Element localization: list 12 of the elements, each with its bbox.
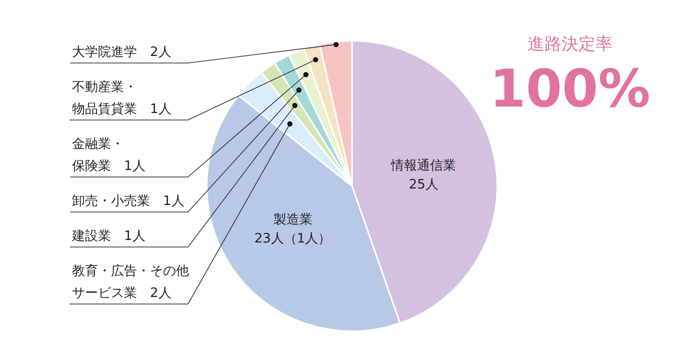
- text: 100%: [490, 60, 650, 120]
- slice-label: 情報通信業: [390, 158, 456, 174]
- slice-label: 卸売・小売業 1人: [72, 194, 184, 209]
- data-label: 23人（1人）: [254, 232, 332, 247]
- slice-label: 大学院進学 2人: [72, 45, 172, 60]
- data-label: 25人: [408, 177, 438, 192]
- slice-label: 不動産業・物品賃貸業 1人: [72, 79, 172, 117]
- slice-label: 建設業 1人: [71, 229, 146, 244]
- slice-label: 製造業: [273, 212, 312, 228]
- slice-label: 教育・広告・その他サービス業 2人: [72, 263, 189, 301]
- slice-label: 金融業・保険業 1人: [72, 137, 146, 174]
- text: 進路決定率: [528, 34, 612, 54]
